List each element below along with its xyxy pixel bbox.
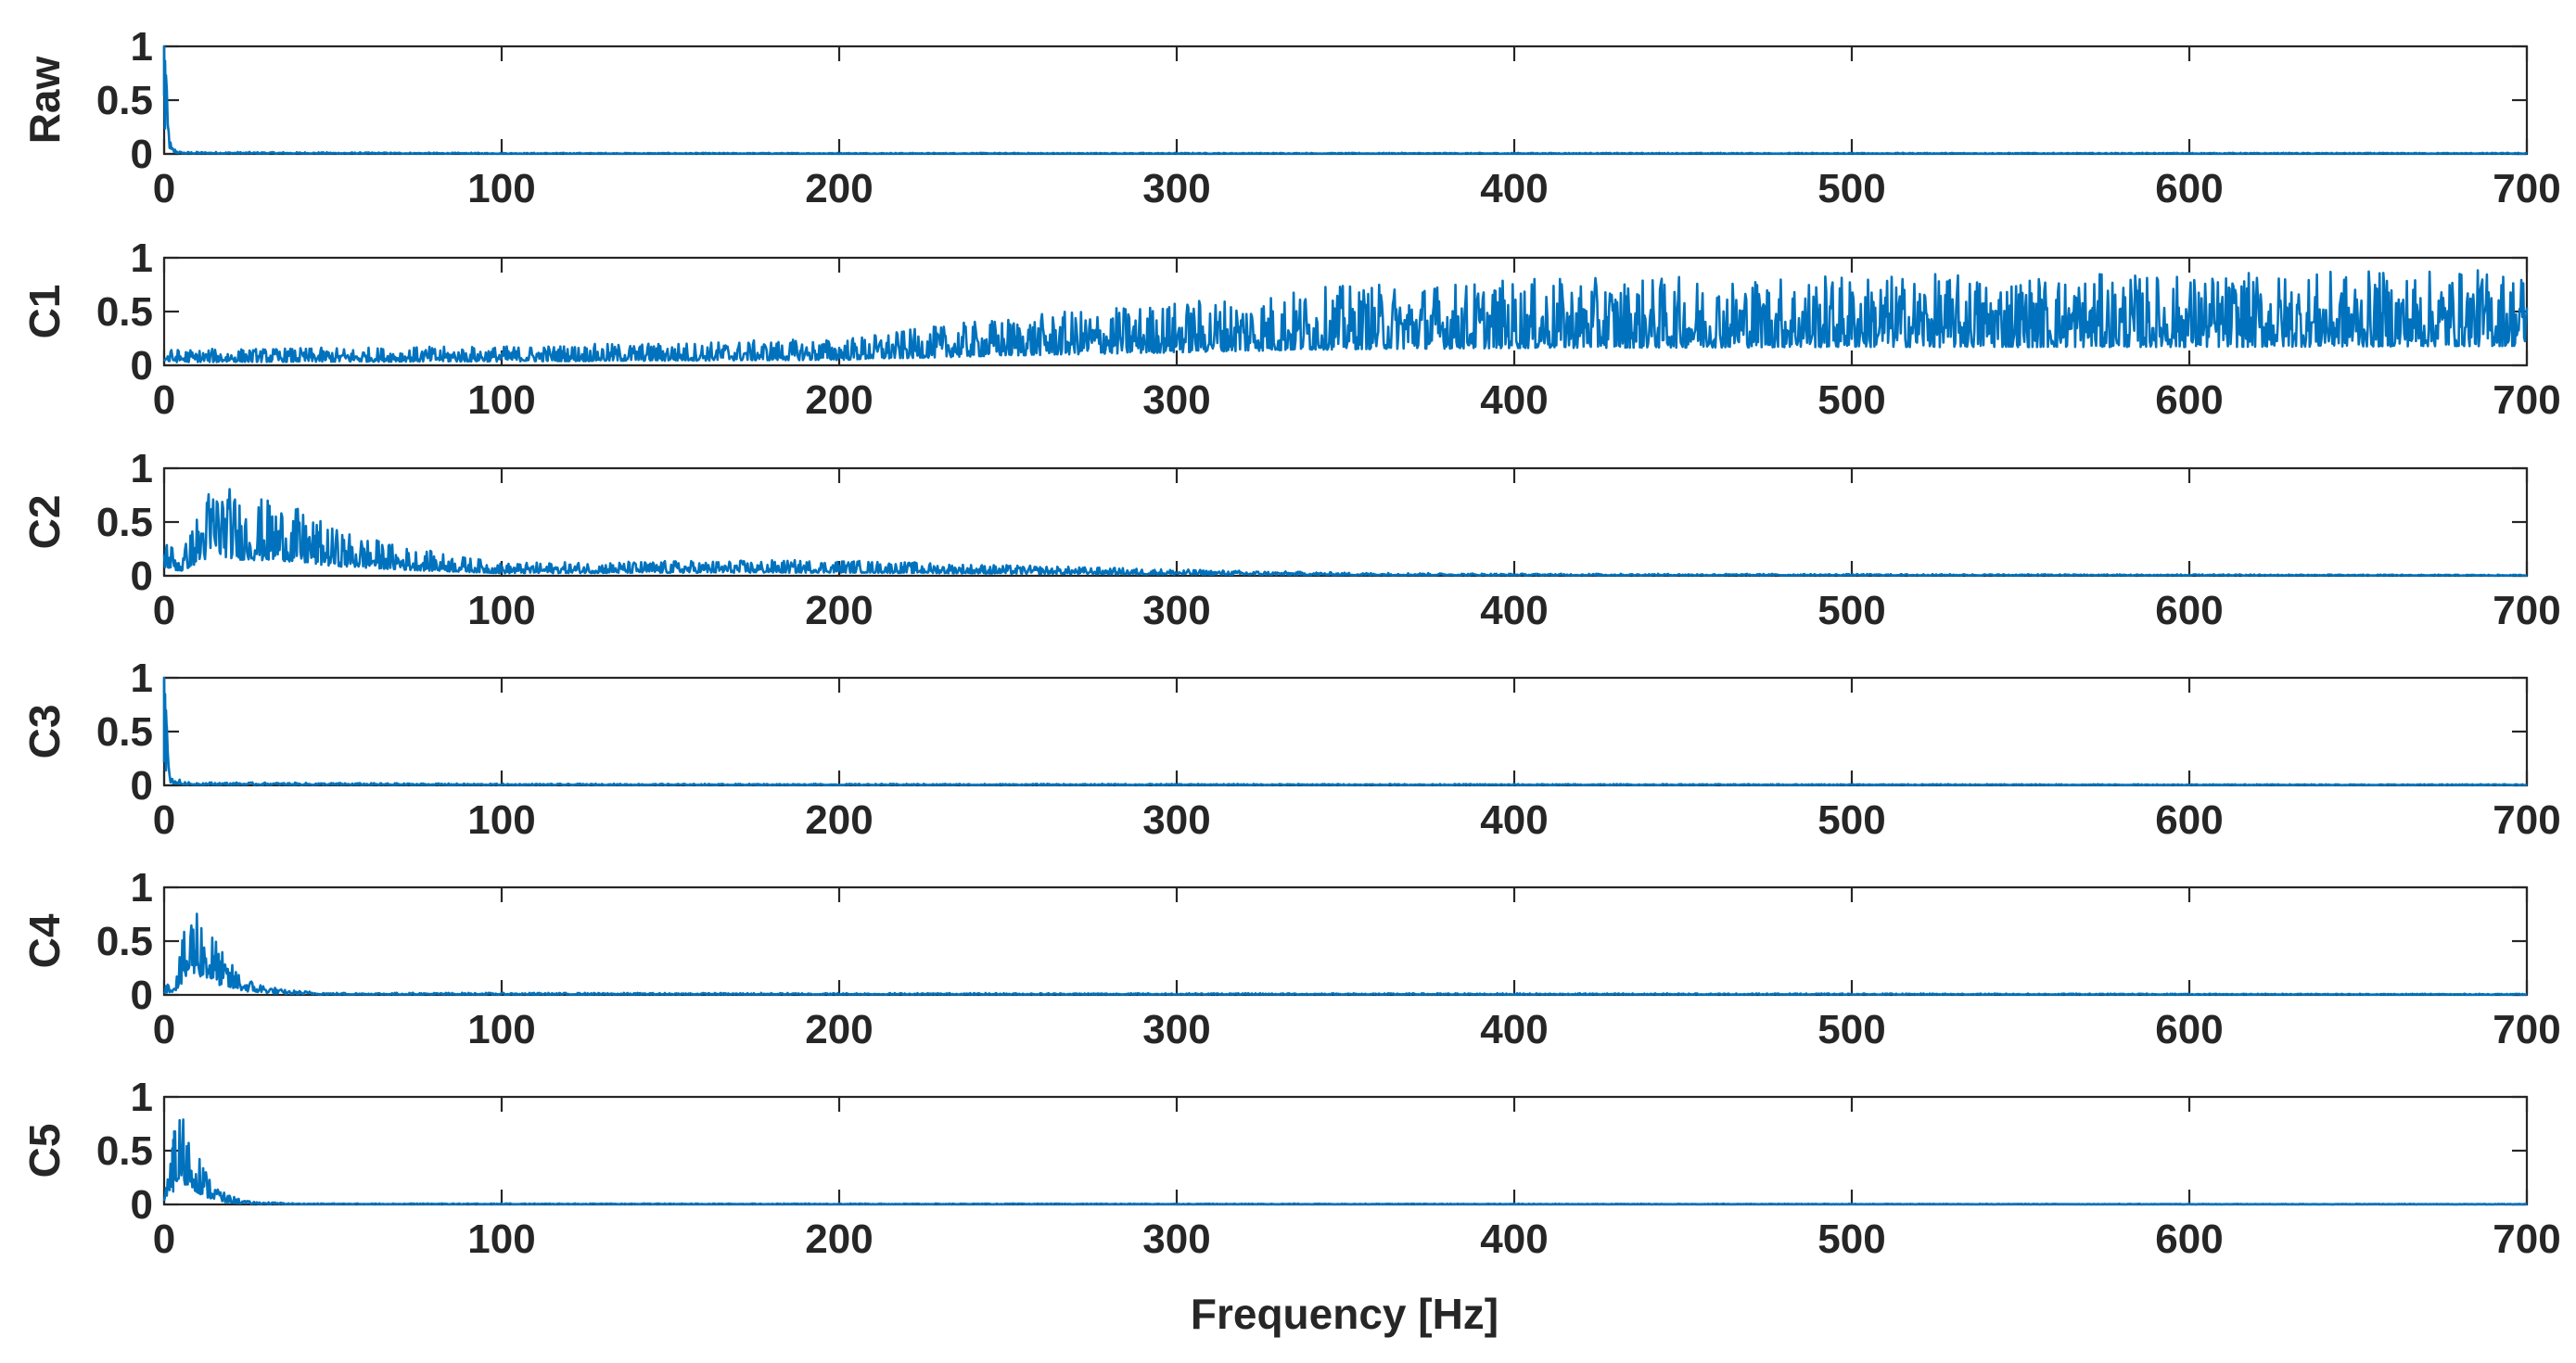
y-tick-label: 0.5 bbox=[96, 709, 153, 755]
x-tick-label: 400 bbox=[1480, 797, 1548, 843]
y-tick-label: 1 bbox=[131, 24, 153, 70]
x-tick-label: 700 bbox=[2493, 166, 2560, 211]
x-tick-label: 700 bbox=[2493, 588, 2560, 633]
x-tick-label: 300 bbox=[1142, 588, 1210, 633]
x-tick-label: 300 bbox=[1142, 166, 1210, 211]
x-tick-label: 600 bbox=[2155, 1007, 2223, 1052]
x-tick-label: 100 bbox=[467, 797, 535, 843]
x-tick-label: 500 bbox=[1817, 1007, 1885, 1052]
y-tick-label: 0.5 bbox=[96, 289, 153, 335]
y-tick-label: 0 bbox=[131, 763, 153, 809]
x-tick-label: 600 bbox=[2155, 588, 2223, 633]
x-tick-label: 400 bbox=[1480, 588, 1548, 633]
y-tick-label: 1 bbox=[131, 236, 153, 281]
series-line bbox=[162, 488, 2528, 578]
x-tick-label: 400 bbox=[1480, 1217, 1548, 1262]
y-tick-label: 1 bbox=[131, 865, 153, 911]
x-tick-label: 0 bbox=[153, 797, 175, 843]
series-line bbox=[162, 45, 2528, 156]
x-tick-label: 300 bbox=[1142, 1007, 1210, 1052]
y-tick-label: 0.5 bbox=[96, 1128, 153, 1174]
series-line bbox=[162, 269, 2529, 363]
series-line bbox=[162, 676, 2528, 787]
x-tick-label: 300 bbox=[1142, 377, 1210, 423]
x-tick-label: 300 bbox=[1142, 1217, 1210, 1262]
axes-box bbox=[162, 466, 2529, 578]
x-tick-label: 500 bbox=[1817, 1217, 1885, 1262]
x-tick-label: 600 bbox=[2155, 166, 2223, 211]
y-axis-label: C3 bbox=[20, 705, 69, 759]
series-line bbox=[163, 912, 2528, 997]
y-axis-label: C4 bbox=[20, 913, 69, 968]
x-tick-label: 200 bbox=[805, 166, 873, 211]
x-tick-label: 700 bbox=[2493, 797, 2560, 843]
x-tick-label: 100 bbox=[467, 1217, 535, 1262]
tick-marks bbox=[162, 1095, 2529, 1206]
x-tick-label: 200 bbox=[805, 377, 873, 423]
x-tick-label: 500 bbox=[1817, 797, 1885, 843]
x-tick-label: 700 bbox=[2493, 1007, 2560, 1052]
x-tick-label: 500 bbox=[1817, 166, 1885, 211]
x-tick-label: 200 bbox=[805, 588, 873, 633]
axes-box bbox=[162, 1095, 2529, 1206]
x-tick-label: 200 bbox=[805, 1007, 873, 1052]
x-tick-label: 100 bbox=[467, 588, 535, 633]
y-tick-label: 0 bbox=[131, 1182, 153, 1228]
y-tick-label: 1 bbox=[131, 656, 153, 701]
x-axis-label: Frequency [Hz] bbox=[1191, 1290, 1498, 1338]
x-tick-label: 0 bbox=[153, 166, 175, 211]
x-tick-label: 600 bbox=[2155, 1217, 2223, 1262]
x-tick-label: 200 bbox=[805, 1217, 873, 1262]
y-tick-label: 0 bbox=[131, 554, 153, 599]
x-tick-label: 400 bbox=[1480, 166, 1548, 211]
x-tick-label: 100 bbox=[467, 377, 535, 423]
x-tick-label: 500 bbox=[1817, 377, 1885, 423]
x-tick-label: 600 bbox=[2155, 797, 2223, 843]
y-axis-label: C1 bbox=[20, 285, 69, 339]
x-tick-label: 0 bbox=[153, 1217, 175, 1262]
axes-box bbox=[162, 885, 2529, 997]
x-tick-label: 100 bbox=[467, 166, 535, 211]
x-tick-label: 0 bbox=[153, 588, 175, 633]
series-line bbox=[162, 1118, 2528, 1206]
y-tick-label: 1 bbox=[131, 446, 153, 491]
x-tick-label: 700 bbox=[2493, 1217, 2560, 1262]
x-tick-label: 400 bbox=[1480, 377, 1548, 423]
y-tick-label: 0 bbox=[131, 343, 153, 389]
y-axis-label: C2 bbox=[20, 495, 69, 550]
x-tick-label: 200 bbox=[805, 797, 873, 843]
axes-box bbox=[162, 45, 2529, 156]
x-tick-label: 600 bbox=[2155, 377, 2223, 423]
x-tick-label: 0 bbox=[153, 377, 175, 423]
y-axis-label: Raw bbox=[20, 56, 69, 144]
x-tick-label: 0 bbox=[153, 1007, 175, 1052]
x-tick-label: 700 bbox=[2493, 377, 2560, 423]
axes-box bbox=[162, 676, 2529, 787]
y-tick-label: 1 bbox=[131, 1075, 153, 1120]
x-tick-label: 300 bbox=[1142, 797, 1210, 843]
y-tick-label: 0.5 bbox=[96, 919, 153, 964]
x-tick-label: 400 bbox=[1480, 1007, 1548, 1052]
y-tick-label: 0 bbox=[131, 132, 153, 177]
y-tick-label: 0 bbox=[131, 973, 153, 1018]
y-axis-label: C5 bbox=[20, 1124, 69, 1178]
x-tick-label: 100 bbox=[467, 1007, 535, 1052]
x-tick-label: 500 bbox=[1817, 588, 1885, 633]
y-tick-label: 0.5 bbox=[96, 78, 153, 123]
y-tick-label: 0.5 bbox=[96, 500, 153, 545]
